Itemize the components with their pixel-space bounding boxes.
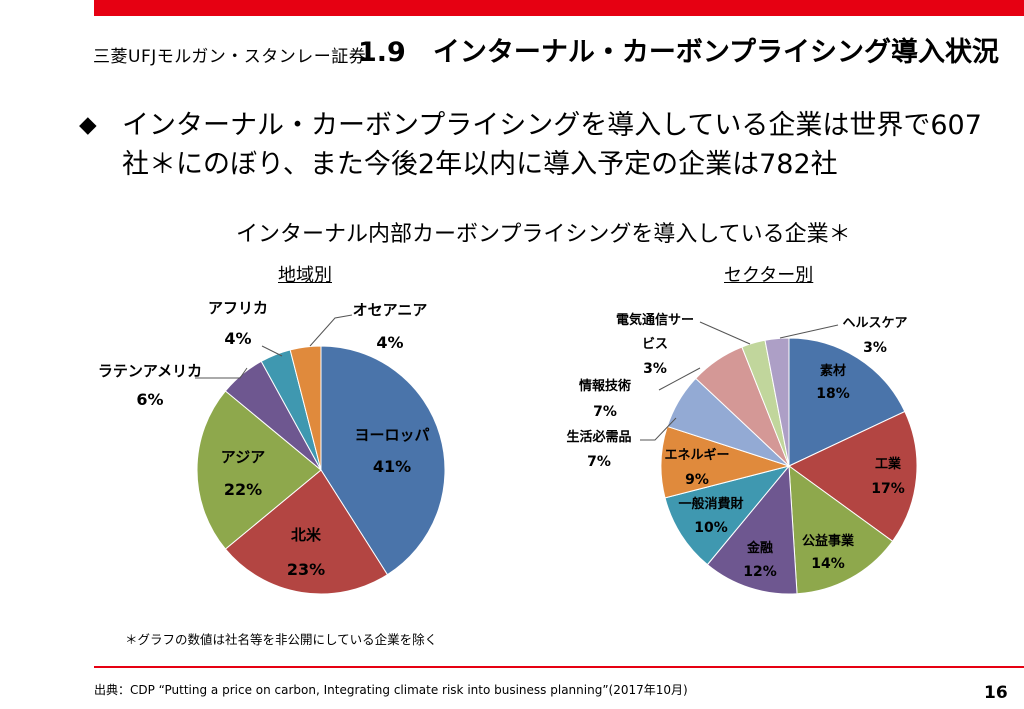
slice-label-0-4: アフリカ [208,299,268,317]
pie-slice-1-0 [788,337,906,467]
slice-value-0-1: 23% [287,560,325,579]
slice-value-1-7: 7% [593,404,617,420]
footnote: ＊グラフの数値は社名等を非公開にしている企業を除く [125,632,438,647]
slice-label-1-0: 素材 [820,363,846,379]
slice-value-1-3: 12% [743,564,777,580]
slice-value-1-4: 10% [694,520,728,536]
slice-label-1-4: 一般消費財 [678,496,743,512]
pie-slice-1-2 [788,464,894,595]
slide-title: 1.9 インターナル・カーボンプライシング導入状況 [358,37,1000,68]
slice-label-0-1: 北米 [291,526,322,544]
slice-label-1-8-cont: ビス [642,336,668,352]
page-number: 16 [984,683,1008,703]
leader-line-1-6 [640,417,677,441]
slice-value-0-3: 6% [136,390,163,409]
leader-line-1-9 [779,324,839,339]
slice-label-1-7: 情報技術 [579,378,631,394]
slice-label-1-5: エネルギー [664,447,729,463]
company-logo: 三菱UFJモルガン・スタンレー証券 [93,47,367,67]
slice-label-1-8: 電気通信サー [616,312,694,328]
slice-label-0-0: ヨーロッパ [354,426,429,444]
slice-value-1-2: 14% [811,556,845,572]
slice-value-1-8: 3% [643,361,667,377]
slice-label-0-3: ラテンアメリカ [98,362,202,380]
slice-value-1-0: 18% [816,386,850,402]
top-accent-bar [94,0,1024,16]
pie-slice-1-4 [664,465,791,566]
slice-label-1-6: 生活必需品 [566,429,631,445]
slice-label-1-9: ヘルスケア [842,316,907,331]
slice-label-1-3: 金融 [746,540,773,556]
pie-slice-0-5 [289,345,322,471]
slice-value-0-5: 4% [376,333,403,352]
slice-label-1-2: 公益事業 [802,533,855,549]
leader-line-0-3 [195,367,248,379]
diamond-bullet-icon: ◆ [79,112,97,138]
source-citation: 出典：CDP “Putting a price on carbon, Integ… [94,683,688,697]
leader-line-0-5 [309,314,353,347]
slice-value-0-2: 22% [224,480,262,499]
slice-label-1-1: 工業 [875,456,902,472]
pie-slice-1-1 [788,410,918,542]
leader-line-1-8 [699,321,751,345]
slice-value-1-9: 3% [863,340,887,356]
pie-slice-1-9 [764,337,790,467]
pie-slice-1-3 [706,464,798,595]
slice-label-0-5: オセアニア [353,301,428,319]
slice-value-1-5: 9% [685,472,709,488]
slice-value-0-0: 41% [373,457,411,476]
pie-slice-0-1 [224,469,389,595]
pie-slice-0-0 [320,345,446,576]
slice-label-0-2: アジア [221,448,265,466]
leader-line-1-7 [658,367,701,391]
bullet-text: インターナル・カーボンプライシングを導入している企業は世界で607社＊にのぼり、… [122,110,982,180]
region-chart-title: 地域別 [278,265,332,286]
leader-line-0-4 [261,345,283,357]
pie-slice-0-2 [196,390,322,550]
slice-value-1-6: 7% [587,454,611,470]
sector-chart-title: セクター別 [724,265,814,286]
chart-heading: インターナル内部カーボンプライシングを導入している企業＊ [236,222,851,247]
footer-divider [94,666,1024,668]
slice-value-1-1: 17% [871,481,905,497]
slice-value-0-4: 4% [224,329,251,348]
